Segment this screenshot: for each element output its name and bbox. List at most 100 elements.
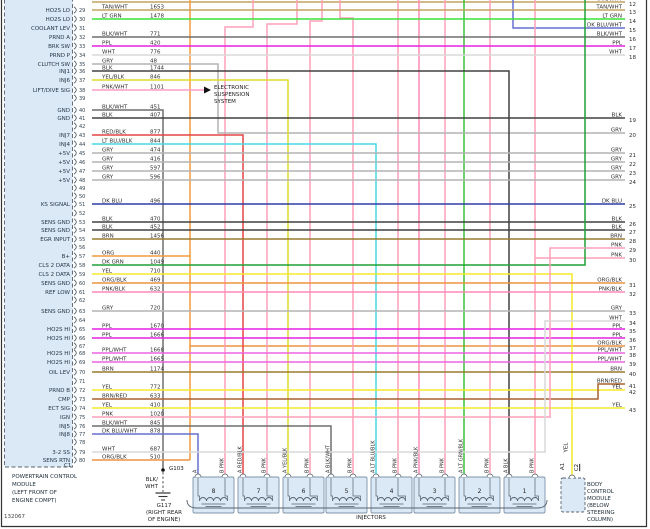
injector-terminal-b-label: B PNK bbox=[348, 457, 354, 473]
wire-color-label: GRY bbox=[102, 306, 114, 312]
pin-number: 75 bbox=[79, 415, 85, 421]
pin-wire-79 bbox=[92, 320, 625, 453]
pin-name: +5V bbox=[58, 160, 70, 166]
edge-number: 27 bbox=[629, 230, 636, 236]
injector-terminal-arc bbox=[284, 473, 292, 478]
edge-number: 14 bbox=[629, 19, 636, 25]
edge-wire-label: ORG/BLK bbox=[597, 278, 622, 284]
edge-number: 21 bbox=[629, 153, 636, 159]
edge-wire-label: ORG/BLK bbox=[597, 341, 622, 347]
pin-name: INJ6 bbox=[59, 78, 70, 84]
wire-color-label: GRY bbox=[102, 148, 114, 154]
injector-coil-icon bbox=[289, 497, 318, 502]
edge-wire-label: DK BLU/WHT bbox=[587, 23, 623, 29]
injector-number: 5 bbox=[345, 488, 349, 495]
wire-circuit-number: 452 bbox=[150, 225, 161, 231]
wire-color-label: BLK bbox=[102, 66, 113, 72]
pin-number: 34 bbox=[79, 53, 85, 59]
pin-number: 46 bbox=[79, 160, 85, 166]
edge-wire-label: BLK/WHT bbox=[597, 32, 623, 38]
wire-circuit-number: 633 bbox=[150, 394, 161, 400]
edge-number: 40 bbox=[629, 372, 636, 378]
bcm-title: BODY CONTROL MODULE (BELOW STEERING COLU… bbox=[587, 482, 615, 523]
pin-number: 52 bbox=[79, 211, 85, 217]
wire-circuit-number: 451 bbox=[150, 105, 161, 111]
pin-number: 49 bbox=[79, 186, 85, 192]
injector-terminal-arc bbox=[349, 473, 357, 478]
pin-wire-40 bbox=[92, 109, 164, 470]
pin-name: REF LOW bbox=[45, 290, 70, 296]
edge-wire-label: BRN bbox=[610, 367, 622, 373]
edge-number: 34 bbox=[629, 321, 636, 327]
wire-circuit-number: 1668 bbox=[150, 348, 164, 354]
wire-color-label: BRN bbox=[102, 234, 114, 240]
wire-circuit-number: 510 bbox=[150, 455, 161, 461]
pin-number: 62 bbox=[79, 298, 85, 304]
pcm-box bbox=[4, 0, 73, 468]
pin-name: INJ8 bbox=[59, 432, 70, 438]
bcm-terminal-arc bbox=[568, 474, 576, 479]
pin-name: INJ5 bbox=[59, 424, 70, 430]
pin-cavity-arc bbox=[73, 140, 77, 148]
wire-color-label: PNK bbox=[102, 412, 113, 418]
pin-number: 72 bbox=[79, 388, 85, 394]
edge-wire-label: WHT bbox=[609, 50, 623, 56]
wire-circuit-number: 845 bbox=[150, 421, 161, 427]
edge-wire-label: GRY bbox=[611, 175, 623, 181]
pin-cavity-arc bbox=[73, 270, 77, 278]
pin-cavity-arc bbox=[73, 131, 77, 139]
pin-wire-58 bbox=[92, 0, 586, 266]
edge-number: 25 bbox=[629, 204, 636, 210]
edge-number: 43 bbox=[629, 408, 636, 414]
pcm-title: POWERTRAIN CONTROL MODULE (LEFT FRONT OF… bbox=[12, 474, 78, 504]
pin-number: 47 bbox=[79, 169, 85, 175]
pin-number: 77 bbox=[79, 432, 85, 438]
injector-number: 7 bbox=[257, 488, 261, 495]
injector-terminal-b-label: B PNK bbox=[393, 457, 399, 473]
pin-name: +5V bbox=[58, 178, 70, 184]
injector-terminal-arc bbox=[505, 473, 513, 478]
pin-cavity-arc bbox=[73, 288, 77, 296]
edge-wire-label: GRY bbox=[611, 128, 623, 134]
wire-circuit-number: 1653 bbox=[150, 5, 164, 11]
wire-color-label: WHT bbox=[102, 447, 116, 453]
injector-coil-icon bbox=[199, 497, 228, 502]
injector-coil-icon bbox=[420, 497, 449, 502]
pin-cavity-arc bbox=[73, 325, 77, 333]
pin-cavity-arc bbox=[73, 149, 77, 157]
pin-number: 39 bbox=[79, 96, 85, 102]
injector-coil-icon bbox=[510, 497, 539, 502]
pin-name: HO2S HI bbox=[47, 351, 70, 357]
edge-number: 23 bbox=[629, 171, 636, 177]
wire-color-label: PPL bbox=[102, 333, 113, 339]
pin-number: 74 bbox=[79, 406, 85, 412]
injector-terminal-arc bbox=[306, 473, 314, 478]
wire-circuit-number: 878 bbox=[150, 429, 161, 435]
edge-wire-label: BLK bbox=[612, 217, 623, 223]
injectors-brace bbox=[186, 499, 548, 509]
pin-cavity-arc bbox=[73, 438, 77, 446]
injector-coil-lead bbox=[508, 478, 539, 500]
pin-number: 44 bbox=[79, 142, 85, 148]
wire-circuit-number: 596 bbox=[150, 175, 161, 181]
pin-number: 48 bbox=[79, 178, 85, 184]
wire-color-label: ORG/BLK bbox=[102, 278, 127, 284]
edge-number: 36 bbox=[629, 338, 636, 344]
wire-circuit-number: 48 bbox=[150, 59, 157, 65]
pin-name: 3-2 SS bbox=[52, 450, 70, 456]
wire-color-label: BLK bbox=[102, 217, 113, 223]
wire-color-label: BLK/WHT bbox=[102, 32, 128, 38]
edge-wire-label: PPL/WHT bbox=[598, 348, 623, 354]
g103-splice-dot bbox=[161, 468, 165, 472]
pin-number: 56 bbox=[79, 245, 85, 251]
pin-number: 71 bbox=[79, 379, 85, 385]
pin-cavity-arc bbox=[73, 86, 77, 94]
wire-circuit-number: 1456 bbox=[150, 234, 164, 240]
pin-cavity-arc bbox=[73, 448, 77, 456]
edge-number: 33 bbox=[629, 311, 636, 317]
pin-cavity-arc bbox=[73, 167, 77, 175]
pin-name: SENS GND bbox=[41, 228, 70, 234]
g117-label: G117 (RIGHT REAR OF ENGINE) bbox=[146, 503, 182, 523]
pin-cavity-arc bbox=[73, 456, 77, 464]
injector-number: 4 bbox=[390, 488, 394, 495]
